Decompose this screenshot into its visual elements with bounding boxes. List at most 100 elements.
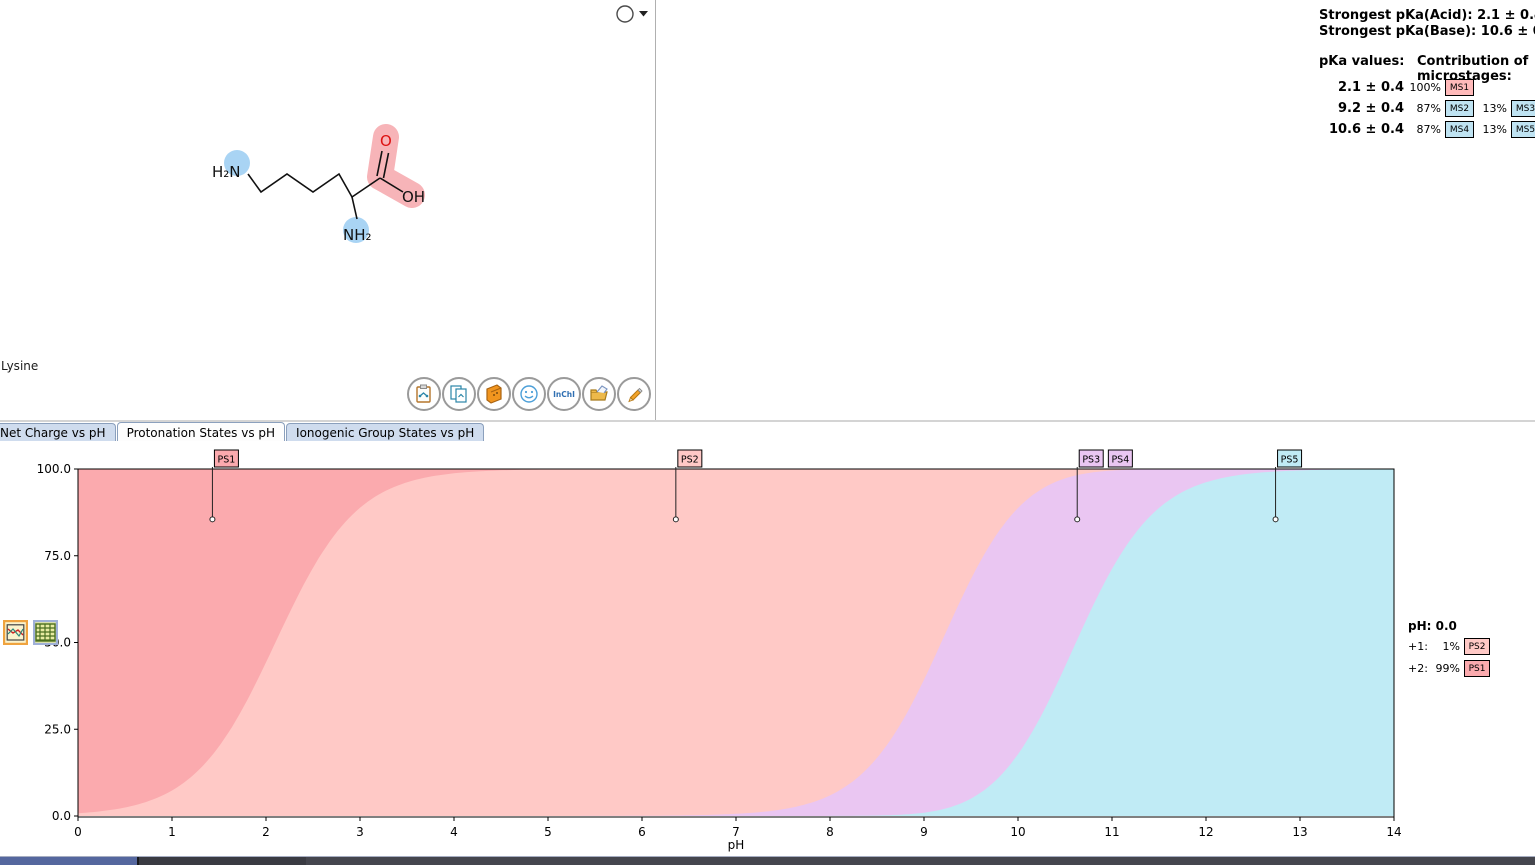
x-tick-label: 7 <box>732 825 740 839</box>
microstate-percent: 87% <box>1416 102 1441 115</box>
ph-info-panel: pH: 0.0 +1: 1% PS2 +2: 99% PS1 <box>1402 619 1535 677</box>
marker-pin-handle[interactable] <box>209 516 216 523</box>
chart-side-toolbar <box>2 619 59 655</box>
chart-tabbar: Net Charge vs pH Protonation States vs pH… <box>0 422 485 442</box>
microstate-percent: 13% <box>1482 123 1507 136</box>
folder-export-icon <box>590 385 608 401</box>
bond-skeleton <box>247 150 404 220</box>
charge-label: +1: <box>1408 640 1428 653</box>
microstate-percent: 87% <box>1416 123 1441 136</box>
marker-pin-handle[interactable] <box>1074 516 1081 523</box>
x-tick-label: 8 <box>826 825 834 839</box>
basic-site-highlight <box>224 150 250 176</box>
marker-pin-handle[interactable] <box>1272 516 1279 523</box>
protonation-chart: 012345678910111213140.025.050.075.0100.0… <box>37 449 1402 852</box>
paste-structure-button[interactable] <box>407 377 441 411</box>
pka-values-header: pKa values: <box>1319 54 1405 69</box>
molecule-name-label: Lysine <box>1 359 39 373</box>
reference-book-button[interactable] <box>477 377 511 411</box>
export-structure-button[interactable] <box>582 377 616 411</box>
marker-flag-label: PS3 <box>1082 455 1100 466</box>
microstate-button-ms1[interactable]: MS1 <box>1445 79 1474 96</box>
charge-distribution-row: +1: 1% PS2 <box>1408 638 1535 655</box>
marker-pin-handle[interactable] <box>672 516 679 523</box>
pka-value: 9.2 ± 0.4 <box>1337 101 1404 116</box>
microstate-button-ms2[interactable]: MS2 <box>1445 100 1474 117</box>
pka-row: 10.6 ± 0.4 87% MS4 13% MS5 <box>1319 119 1535 140</box>
tab-ionogenic-group-states-vs-ph[interactable]: Ionogenic Group States vs pH <box>286 423 485 442</box>
microstate-button-ms5[interactable]: MS5 <box>1511 121 1535 138</box>
x-tick-label: 14 <box>1386 825 1401 839</box>
atom-label-h2n: H₂N <box>212 163 241 181</box>
tab-net-charge-vs-ph[interactable]: Net Charge vs pH <box>0 423 116 442</box>
tab-protonation-states-vs-ph[interactable]: Protonation States vs pH <box>116 422 286 442</box>
molecule-toolbar: InChI <box>407 377 652 411</box>
molecule-canvas[interactable]: H₂N NH₂ O OH Lysine <box>0 0 656 421</box>
x-axis-title: pH <box>728 838 745 852</box>
splitpane-divider[interactable] <box>0 420 1535 422</box>
marker-flag-label: PS2 <box>681 455 699 466</box>
microstate-button-ms4[interactable]: MS4 <box>1445 121 1474 138</box>
copy-structure-button[interactable] <box>442 377 476 411</box>
x-tick-label: 11 <box>1104 825 1119 839</box>
ph-readout: pH: 0.0 <box>1408 619 1457 633</box>
edit-structure-button[interactable] <box>617 377 651 411</box>
marker-flag-ps2[interactable] <box>677 449 703 468</box>
atom-label-o: O <box>380 132 392 150</box>
x-tick-label: 1 <box>168 825 176 839</box>
marker-flag-label: PS5 <box>1281 455 1299 466</box>
marker-flag-ps5[interactable] <box>1277 449 1303 468</box>
ring-template-tool[interactable] <box>614 3 652 25</box>
y-tick-label: 0.0 <box>52 809 71 823</box>
marker-flag-ps1[interactable] <box>213 449 239 468</box>
copy-pages-icon <box>450 385 467 403</box>
taskbar-edge <box>0 856 1535 865</box>
smiley-icon <box>520 385 538 403</box>
molecule-drawing: H₂N NH₂ O OH <box>212 124 425 244</box>
x-tick-label: 3 <box>356 825 364 839</box>
ring-icon <box>616 5 634 23</box>
charge-label: +2: <box>1408 662 1428 675</box>
chart-view-button[interactable] <box>2 619 29 646</box>
y-tick-label: 100.0 <box>37 462 71 476</box>
pka-rows: 2.1 ± 0.4 100% MS1 9.2 ± 0.4 87% MS2 13% MS3 10.… <box>1319 77 1535 140</box>
chart-panel: 012345678910111213140.025.050.075.0100.0… <box>0 441 1535 856</box>
state-button-ps2[interactable]: PS2 <box>1464 638 1490 655</box>
pka-value: 10.6 ± 0.4 <box>1328 122 1404 137</box>
microstate-button-ms3[interactable]: MS3 <box>1511 100 1535 117</box>
pka-row: 2.1 ± 0.4 100% MS1 <box>1319 77 1535 98</box>
charge-percent: 1% <box>1442 640 1460 653</box>
inchi-icon: InChI <box>553 390 575 399</box>
strongest-pka-base: Strongest pKa(Base): 10.6 ± 0.4 <box>1319 24 1535 39</box>
pka-value: 2.1 ± 0.4 <box>1337 80 1404 95</box>
pka-results-panel: Strongest pKa(Acid): 2.1 ± 0.4 Strongest… <box>656 0 1535 421</box>
strongest-pka-acid: Strongest pKa(Acid): 2.1 ± 0.4 <box>1319 8 1535 23</box>
acidic-site-highlight <box>367 124 425 208</box>
charge-distribution-row: +2: 99% PS1 <box>1408 660 1535 677</box>
state-button-ps1[interactable]: PS1 <box>1464 660 1490 677</box>
microstate-percent: 13% <box>1482 102 1507 115</box>
marker-flag-label: PS4 <box>1111 455 1129 466</box>
basic-site-highlight <box>343 217 369 243</box>
marker-flag-ps4[interactable] <box>1107 449 1133 468</box>
clipboard-icon <box>416 384 431 403</box>
smiles-button[interactable] <box>512 377 546 411</box>
ph-info-rows: +1: 1% PS2 +2: 99% PS1 <box>1402 638 1535 677</box>
x-tick-label: 2 <box>262 825 270 839</box>
pka-row: 9.2 ± 0.4 87% MS2 13% MS3 <box>1319 98 1535 119</box>
chart-area-ps5 <box>78 469 1394 816</box>
marker-flag-label: PS1 <box>218 455 236 466</box>
marker-flag-ps3[interactable] <box>1078 449 1104 468</box>
x-tick-label: 13 <box>1292 825 1307 839</box>
pencil-icon <box>628 387 643 403</box>
chevron-down-icon <box>639 11 648 17</box>
table-view-button[interactable] <box>32 619 59 646</box>
x-tick-label: 9 <box>920 825 928 839</box>
x-tick-label: 0 <box>74 825 82 839</box>
atom-label-nh2: NH₂ <box>343 226 372 244</box>
y-tick-label: 75.0 <box>44 549 71 563</box>
svg-text:InChI: InChI <box>553 390 575 399</box>
inchi-button[interactable]: InChI <box>547 377 581 411</box>
x-tick-label: 4 <box>450 825 458 839</box>
